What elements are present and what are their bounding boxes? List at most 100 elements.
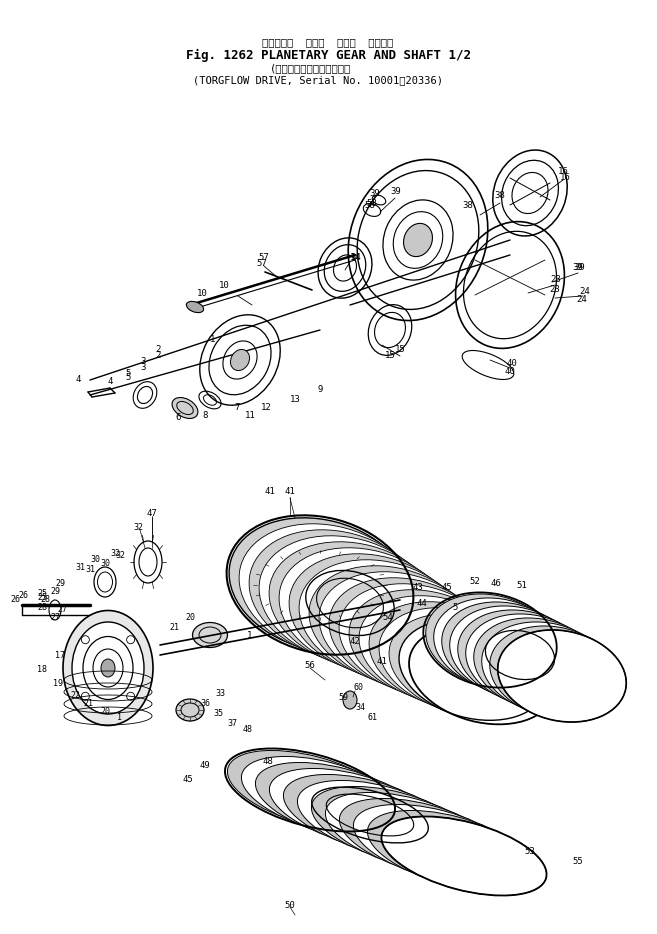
Text: 43: 43 [413, 584, 423, 592]
Ellipse shape [474, 618, 602, 710]
Ellipse shape [403, 223, 432, 257]
Text: 40: 40 [507, 359, 517, 367]
Text: 54: 54 [382, 613, 394, 621]
Text: 53: 53 [525, 847, 535, 856]
Text: 48: 48 [243, 726, 253, 734]
Text: 44: 44 [417, 599, 427, 607]
Ellipse shape [442, 601, 570, 694]
Text: 24: 24 [577, 295, 587, 304]
Ellipse shape [325, 792, 491, 871]
Ellipse shape [426, 594, 555, 686]
Ellipse shape [339, 584, 499, 696]
Text: 20: 20 [100, 707, 110, 716]
Text: 30: 30 [90, 556, 100, 564]
Ellipse shape [127, 636, 135, 644]
Text: 15: 15 [395, 346, 405, 355]
Ellipse shape [498, 630, 626, 722]
Text: 60: 60 [353, 684, 363, 692]
Text: 1: 1 [247, 630, 253, 640]
Text: 56: 56 [305, 660, 315, 670]
Ellipse shape [389, 614, 539, 716]
Ellipse shape [353, 804, 518, 884]
Ellipse shape [193, 622, 227, 647]
Text: 32: 32 [133, 522, 143, 531]
Text: 14: 14 [350, 253, 361, 262]
Text: 2: 2 [155, 346, 161, 355]
Ellipse shape [72, 622, 144, 714]
Ellipse shape [229, 517, 411, 652]
Ellipse shape [176, 699, 204, 721]
Text: Fig. 1262 PLANETARY GEAR AND SHAFT 1/2: Fig. 1262 PLANETARY GEAR AND SHAFT 1/2 [185, 49, 470, 62]
Text: 45: 45 [183, 775, 193, 785]
Text: 49: 49 [200, 760, 210, 770]
Ellipse shape [369, 601, 523, 708]
Text: 12: 12 [261, 403, 271, 412]
Text: 1: 1 [210, 335, 215, 345]
Ellipse shape [299, 559, 467, 680]
Ellipse shape [249, 530, 427, 660]
Text: 39: 39 [575, 263, 585, 273]
Ellipse shape [382, 816, 547, 896]
Text: 47: 47 [147, 508, 158, 517]
Text: 9: 9 [317, 386, 323, 394]
Text: 39: 39 [573, 263, 583, 273]
Ellipse shape [241, 757, 407, 836]
Ellipse shape [489, 626, 618, 718]
Text: 37: 37 [227, 718, 237, 728]
Ellipse shape [259, 536, 435, 664]
Text: 21: 21 [169, 624, 179, 632]
Text: 26: 26 [18, 591, 28, 601]
Text: 31: 31 [75, 563, 85, 573]
Text: 5: 5 [125, 374, 131, 383]
Text: 1: 1 [118, 714, 122, 723]
Text: 4: 4 [76, 375, 81, 385]
Ellipse shape [289, 554, 459, 676]
Text: 24: 24 [579, 287, 591, 295]
Text: 5: 5 [125, 369, 131, 377]
Text: 8: 8 [202, 411, 208, 419]
Text: 32: 32 [115, 551, 125, 560]
Text: 21: 21 [83, 699, 93, 707]
Text: 3: 3 [141, 358, 146, 366]
Text: 11: 11 [244, 411, 256, 419]
Text: 19: 19 [53, 680, 63, 688]
Text: 30: 30 [100, 559, 110, 568]
Ellipse shape [434, 598, 562, 690]
Ellipse shape [63, 611, 153, 726]
Ellipse shape [329, 578, 491, 692]
Text: 26: 26 [10, 596, 20, 604]
Ellipse shape [466, 614, 595, 706]
Text: 23: 23 [550, 286, 560, 294]
Text: 57: 57 [259, 253, 269, 262]
Text: 28: 28 [37, 602, 47, 612]
Text: 20: 20 [185, 614, 195, 622]
Ellipse shape [283, 774, 449, 854]
Text: 57: 57 [257, 259, 267, 267]
Text: 28: 28 [40, 596, 50, 604]
Text: 14: 14 [351, 253, 361, 262]
Text: 41: 41 [376, 658, 388, 667]
Ellipse shape [319, 572, 483, 688]
Ellipse shape [101, 659, 115, 677]
Ellipse shape [172, 398, 198, 418]
Ellipse shape [269, 769, 434, 847]
Text: 16: 16 [558, 167, 568, 177]
Ellipse shape [298, 781, 463, 859]
Ellipse shape [367, 811, 533, 889]
Ellipse shape [311, 786, 476, 866]
Text: 61: 61 [367, 714, 377, 723]
Text: 59: 59 [338, 694, 348, 702]
Text: 15: 15 [384, 350, 396, 360]
Text: (トルクフロー式、適用号機: (トルクフロー式、適用号機 [269, 63, 351, 73]
Text: 4: 4 [107, 377, 113, 387]
Text: 18: 18 [37, 666, 47, 674]
Text: 38: 38 [463, 201, 474, 209]
Text: 50: 50 [284, 900, 296, 910]
Text: 33: 33 [215, 688, 225, 698]
Text: 41: 41 [265, 488, 275, 497]
Text: 41: 41 [284, 488, 296, 497]
Ellipse shape [256, 762, 420, 842]
Text: 48: 48 [263, 757, 273, 767]
Text: 38: 38 [495, 191, 505, 201]
Text: 2: 2 [155, 350, 161, 360]
